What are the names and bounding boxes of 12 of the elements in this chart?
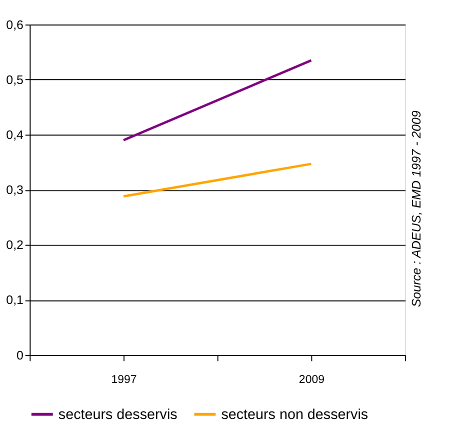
x-tick-label: 2009 — [298, 374, 324, 386]
y-tick-label: 0 — [16, 348, 24, 362]
legend-label: secteurs desservis — [58, 407, 178, 424]
legend-label: secteurs non desservis — [221, 407, 368, 424]
y-tick-label: 0,5 — [6, 72, 24, 87]
y-tick-label: 0,4 — [6, 128, 24, 142]
y-tick-label: 0,6 — [6, 18, 24, 32]
source-note: Source : ADEUS, EMD 1997 - 2009 — [409, 110, 424, 308]
y-tick-label: 0,2 — [6, 238, 24, 252]
y-tick-label: 0,3 — [6, 183, 24, 198]
x-tick-label: 1997 — [111, 374, 137, 386]
y-tick-label: 0,1 — [6, 293, 24, 308]
